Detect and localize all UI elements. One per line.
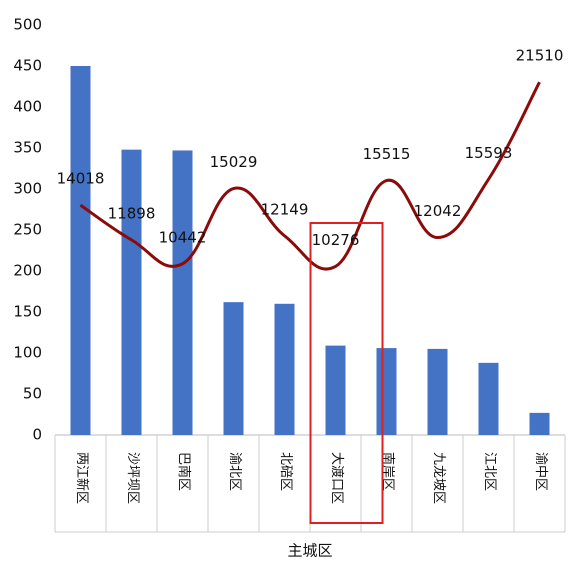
bar [172, 150, 193, 435]
data-label: 15515 [363, 145, 411, 163]
data-label: 10442 [159, 228, 207, 246]
y-tick-label: 150 [13, 303, 42, 321]
x-tick-label: 大渡口区 [329, 452, 345, 504]
bar [376, 348, 397, 435]
x-tick-label: 巴南区 [176, 452, 192, 491]
x-tick-label: 渝北区 [227, 452, 243, 491]
highlight-box [309, 222, 384, 524]
x-tick-label: 渝中区 [533, 452, 549, 491]
y-tick-label: 400 [13, 98, 42, 116]
data-label: 14018 [57, 170, 105, 188]
bar [478, 362, 499, 435]
y-tick-label: 450 [13, 57, 42, 75]
data-label: 15029 [210, 153, 258, 171]
bar [325, 345, 346, 435]
y-tick-label: 200 [13, 262, 42, 280]
data-label: 12042 [414, 202, 462, 220]
data-label: 11898 [108, 204, 156, 222]
x-tick-label: 沙坪坝区 [125, 452, 140, 504]
x-tick-label: 两江新区 [74, 452, 90, 504]
data-label: 21510 [516, 47, 564, 65]
x-tick-label: 北碚区 [278, 452, 293, 491]
bar [121, 149, 142, 435]
y-tick-label: 250 [13, 221, 42, 239]
bar [274, 303, 295, 435]
data-label: 15593 [465, 144, 513, 162]
x-tick-label: 九龙坡区 [431, 452, 446, 504]
y-tick-label: 100 [13, 344, 42, 362]
data-label: 10276 [312, 231, 360, 249]
y-tick-label: 0 [32, 426, 42, 444]
bar [223, 302, 244, 435]
y-tick-label: 500 [13, 16, 42, 34]
line [79, 81, 541, 271]
y-tick-label: 350 [13, 139, 42, 157]
x-tick-label: 江北区 [482, 452, 497, 491]
data-label: 12149 [261, 200, 309, 218]
y-tick-label: 300 [13, 180, 42, 198]
y-tick-label: 50 [23, 385, 42, 403]
bar [427, 348, 448, 435]
x-axis-title: 主城区 [287, 542, 332, 560]
bar [70, 66, 91, 435]
bar [529, 412, 550, 435]
x-tick-label: 南岸区 [380, 452, 396, 491]
